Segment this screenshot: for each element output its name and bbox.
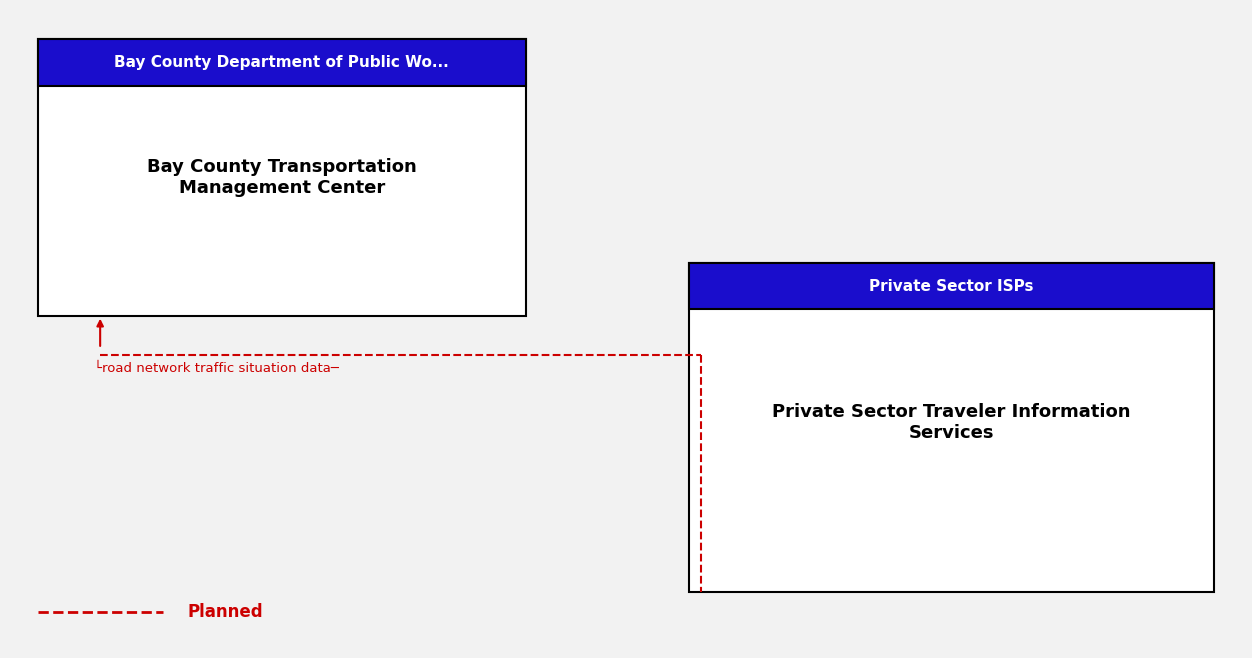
Bar [689, 263, 1214, 592]
Text: Bay County Transportation
Management Center: Bay County Transportation Management Cen… [146, 159, 417, 197]
Text: └road network traffic situation data─: └road network traffic situation data─ [94, 362, 339, 375]
Bar [689, 263, 1214, 309]
Text: Planned: Planned [188, 603, 263, 621]
Text: Bay County Department of Public Wo...: Bay County Department of Public Wo... [114, 55, 449, 70]
Bar [38, 39, 526, 86]
Text: Private Sector Traveler Information
Services: Private Sector Traveler Information Serv… [772, 403, 1131, 442]
Text: Private Sector ISPs: Private Sector ISPs [869, 279, 1034, 293]
Bar [38, 39, 526, 316]
